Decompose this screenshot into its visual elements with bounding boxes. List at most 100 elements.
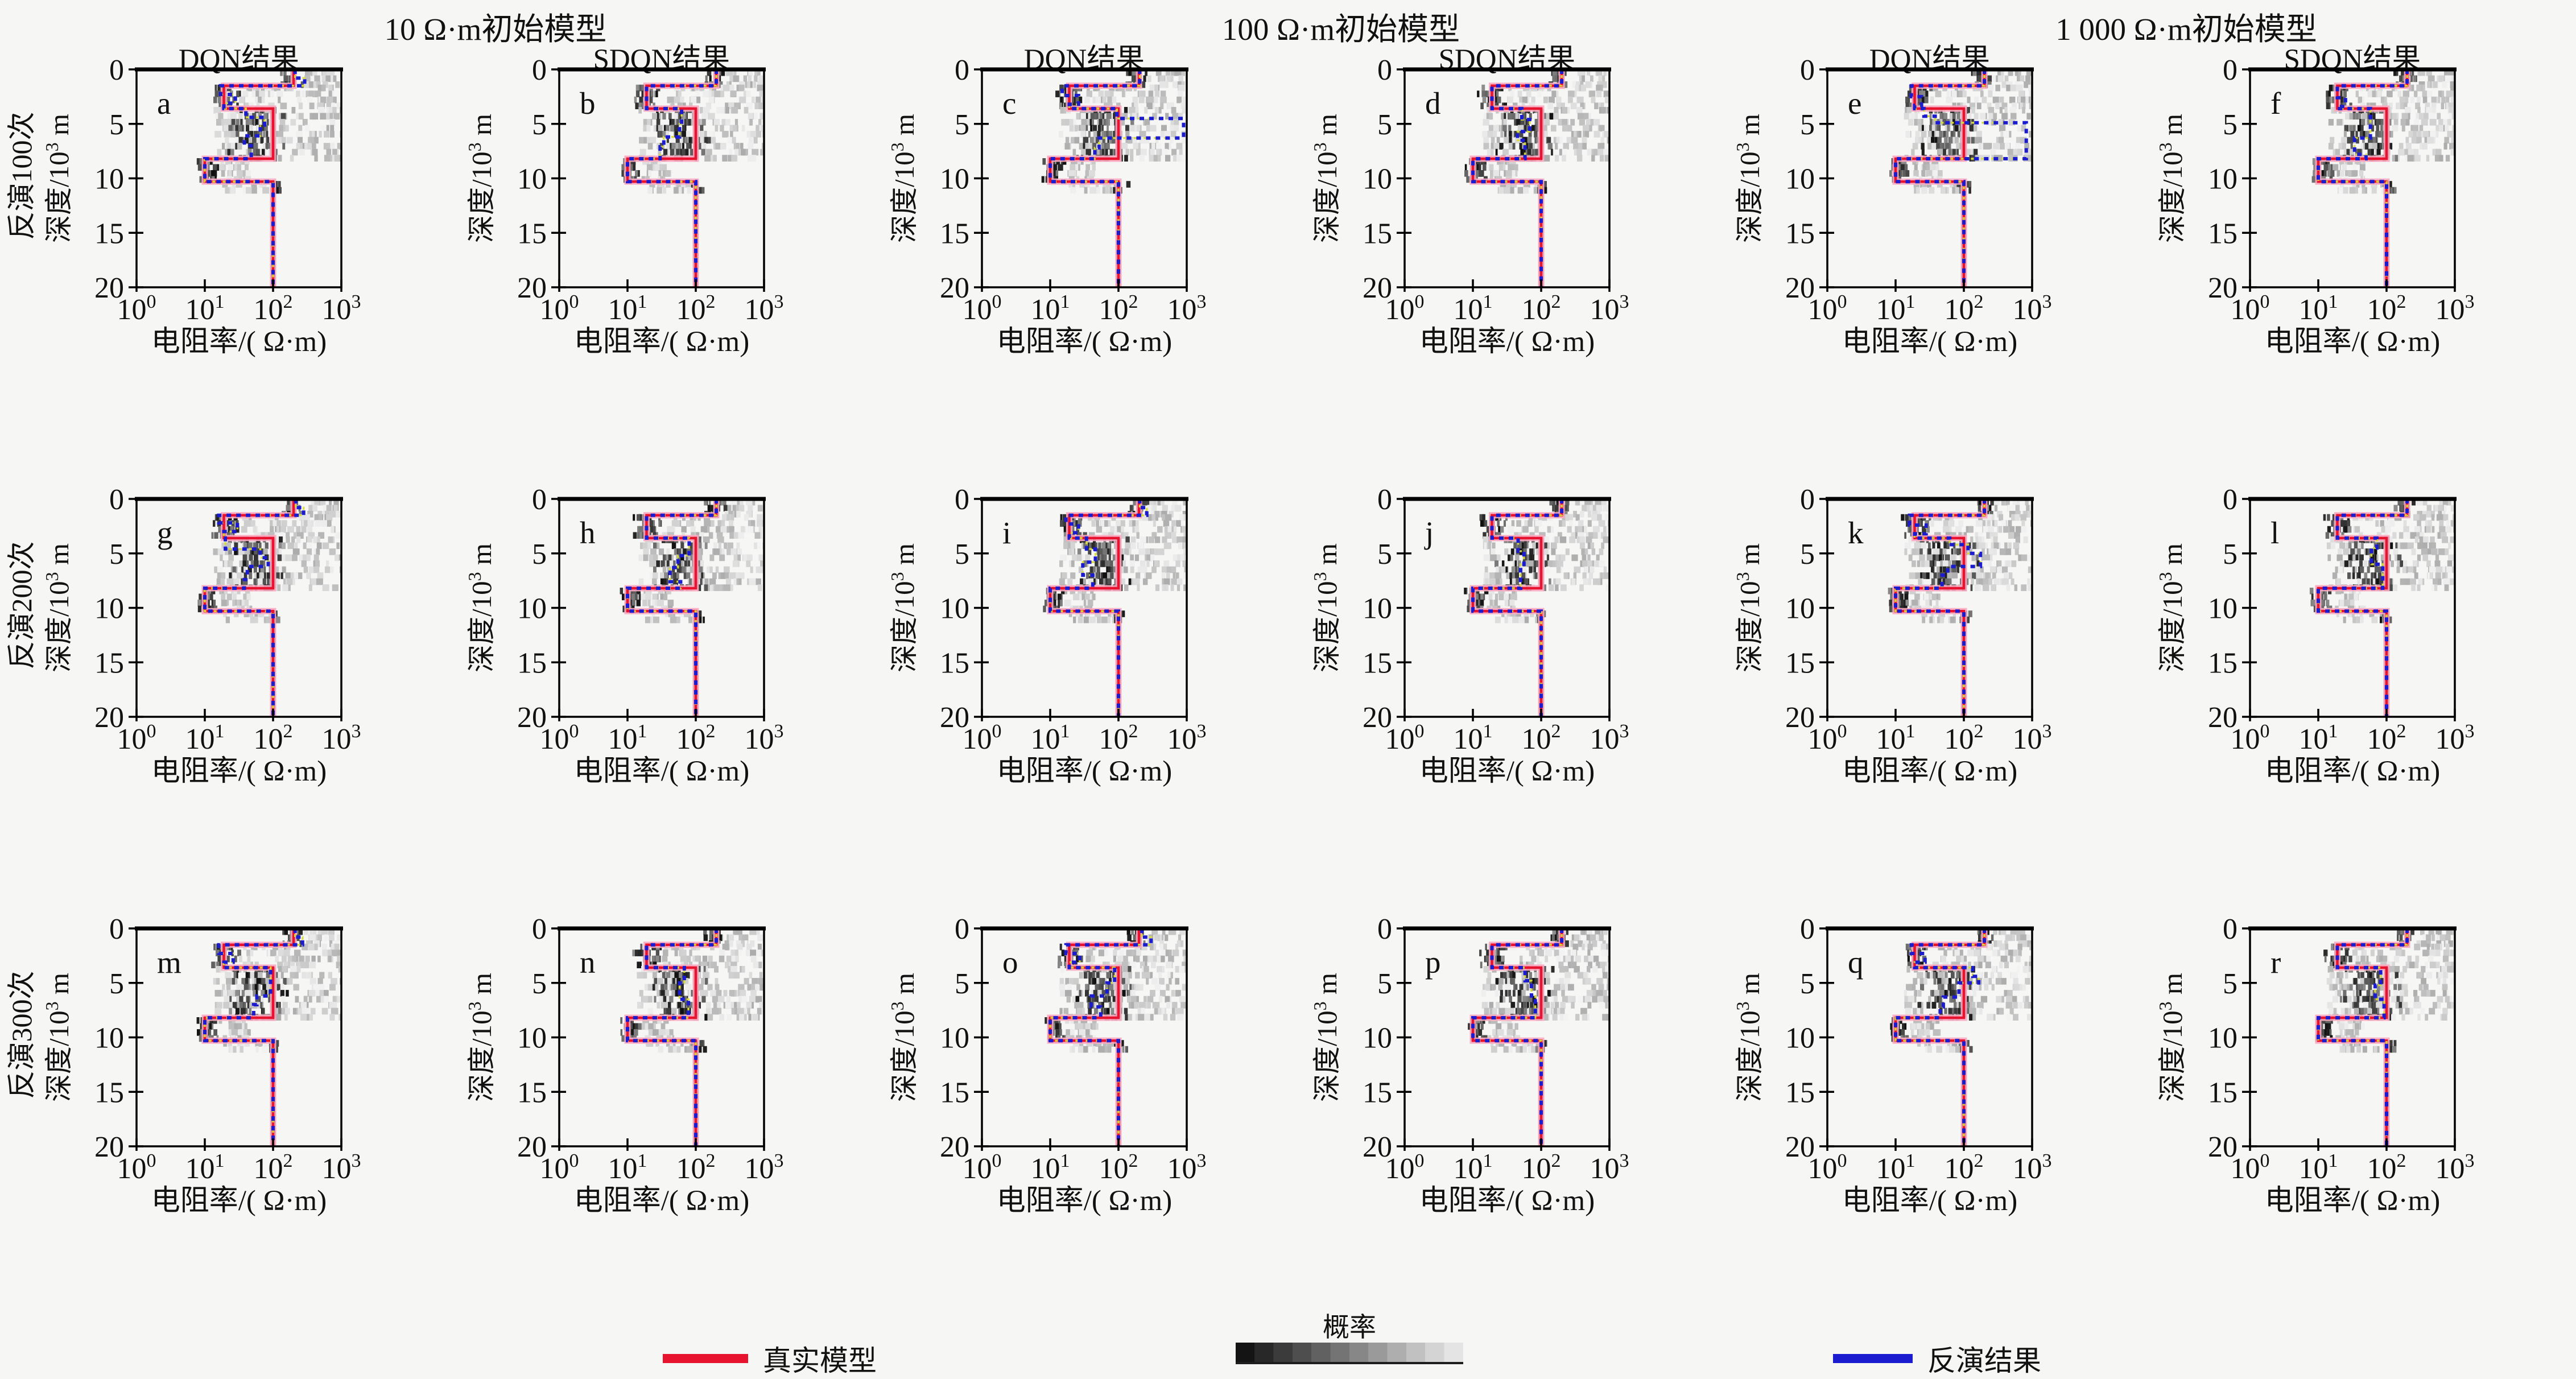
inversion-line bbox=[626, 928, 719, 1146]
svg-text:20: 20 bbox=[94, 272, 124, 304]
svg-text:101: 101 bbox=[2299, 291, 2338, 326]
svg-text:5: 5 bbox=[532, 109, 547, 141]
panel-letter-h: h bbox=[580, 515, 596, 550]
true-model-label: 真实模型 bbox=[763, 1345, 877, 1377]
svg-text:15: 15 bbox=[940, 217, 969, 250]
legend-true-model: 真实模型 bbox=[663, 1338, 877, 1379]
svg-text:102: 102 bbox=[254, 721, 293, 755]
panel-letter-o: o bbox=[1002, 945, 1018, 980]
svg-text:101: 101 bbox=[608, 291, 647, 326]
svg-text:10: 10 bbox=[940, 593, 969, 625]
group-title-10ohm: 10 Ω·m初始模型 bbox=[384, 12, 607, 47]
svg-text:100: 100 bbox=[117, 291, 156, 326]
inversion-line bbox=[626, 69, 719, 287]
svg-text:103: 103 bbox=[745, 291, 784, 326]
subplot-c: 0 5 10 15 20 100 101 102 103 电阻率/( Ω·m) 深度/103 m c bbox=[885, 42, 1308, 389]
svg-text:101: 101 bbox=[1031, 721, 1070, 755]
svg-text:15: 15 bbox=[1785, 217, 1815, 250]
svg-text:15: 15 bbox=[2208, 217, 2238, 250]
svg-text:10: 10 bbox=[94, 593, 124, 625]
panel-letter-l: l bbox=[2270, 515, 2279, 550]
svg-text:102: 102 bbox=[2367, 291, 2406, 326]
svg-text:10: 10 bbox=[94, 163, 124, 196]
svg-text:电阻率/( Ω·m): 电阻率/( Ω·m) bbox=[997, 755, 1172, 787]
panel-letter-m: m bbox=[157, 945, 181, 980]
svg-text:15: 15 bbox=[1363, 217, 1392, 250]
svg-text:15: 15 bbox=[94, 217, 124, 250]
svg-text:0: 0 bbox=[109, 54, 124, 86]
true-model-line bbox=[1047, 499, 1142, 717]
panel-letter-a: a bbox=[157, 86, 171, 121]
panel-letter-e: e bbox=[1848, 86, 1861, 121]
subplot-e: 0 5 10 15 20 100 101 102 103 电阻率/( Ω·m) 深度/103 m e bbox=[1731, 42, 2153, 389]
svg-text:深度/103 m: 深度/103 m bbox=[464, 114, 497, 243]
svg-text:0: 0 bbox=[955, 54, 969, 86]
svg-text:5: 5 bbox=[109, 109, 124, 141]
panel-letter-f: f bbox=[2270, 86, 2281, 121]
svg-text:10: 10 bbox=[517, 593, 547, 625]
svg-text:102: 102 bbox=[254, 291, 293, 326]
svg-text:深度/103 m: 深度/103 m bbox=[2155, 114, 2188, 243]
true-model-line-swatch bbox=[663, 1354, 748, 1363]
subplot-f: 0 5 10 15 20 100 101 102 103 电阻率/( Ω·m) 深度/103 m f bbox=[2153, 42, 2576, 389]
svg-text:0: 0 bbox=[1800, 54, 1815, 86]
svg-text:深度/103 m: 深度/103 m bbox=[42, 114, 75, 243]
probability-cloud bbox=[1041, 69, 1187, 287]
svg-text:101: 101 bbox=[608, 721, 647, 755]
svg-text:0: 0 bbox=[109, 484, 124, 516]
panel-letter-p: p bbox=[1425, 945, 1441, 980]
svg-text:15: 15 bbox=[517, 217, 547, 250]
svg-text:102: 102 bbox=[676, 721, 716, 755]
svg-text:103: 103 bbox=[322, 721, 361, 755]
svg-text:100: 100 bbox=[963, 291, 1002, 326]
svg-text:100: 100 bbox=[540, 721, 579, 755]
subplot-b: 0 5 10 15 20 100 101 102 103 电阻率/( Ω·m) 深度/103 m b bbox=[463, 42, 885, 389]
svg-text:20: 20 bbox=[517, 272, 547, 304]
plot-frame bbox=[980, 497, 1188, 718]
svg-text:100: 100 bbox=[963, 721, 1002, 755]
svg-text:103: 103 bbox=[2435, 291, 2475, 326]
svg-text:20: 20 bbox=[940, 272, 969, 304]
inversion-line bbox=[203, 499, 306, 717]
svg-text:电阻率/( Ω·m): 电阻率/( Ω·m) bbox=[151, 755, 327, 787]
panel-letter-c: c bbox=[1002, 86, 1016, 121]
inversion-line-swatch bbox=[1833, 1354, 1913, 1363]
subplot-g: 0 5 10 15 20 100 101 102 103 电阻率/( Ω·m) 深度/103 m g bbox=[40, 471, 463, 818]
inversion-line bbox=[1048, 499, 1149, 717]
svg-text:15: 15 bbox=[940, 647, 969, 679]
svg-text:20: 20 bbox=[940, 701, 969, 734]
svg-text:20: 20 bbox=[94, 701, 124, 734]
legend-inversion: 反演结果 bbox=[1833, 1338, 2041, 1379]
svg-text:100: 100 bbox=[1808, 291, 1847, 326]
inversion-line bbox=[1471, 499, 1564, 717]
subplot-d: 0 5 10 15 20 100 101 102 103 电阻率/( Ω·m) 深度/103 m d bbox=[1308, 42, 1731, 389]
svg-text:10: 10 bbox=[1363, 163, 1392, 196]
svg-text:10: 10 bbox=[1785, 163, 1815, 196]
